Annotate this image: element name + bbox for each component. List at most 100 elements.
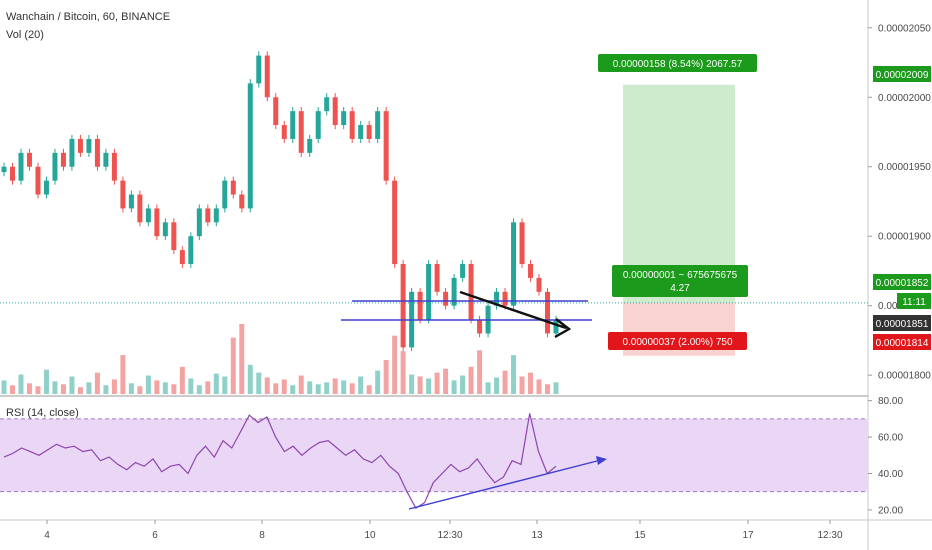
time-axis-ticks[interactable]: 4 6 8 10 12:30 13 15 17 12:30 — [44, 520, 843, 541]
volume-bar — [128, 383, 134, 394]
volume-bar — [213, 373, 219, 394]
candle — [315, 107, 321, 144]
profit-label[interactable]: 0.00000158 (8.54%) 2067.57 — [598, 54, 757, 72]
volume-bar — [273, 383, 279, 394]
volume-bar — [451, 380, 457, 394]
volume-bar — [332, 378, 338, 394]
candle — [9, 162, 15, 185]
volume-bar — [553, 382, 559, 394]
volume-bar — [35, 386, 41, 394]
cursor-price-text: 0.00001851 — [876, 319, 929, 330]
candle — [468, 260, 474, 324]
entry-label[interactable]: 0.00000001 ~ 675675675 4.27 — [612, 265, 748, 297]
volume-bar — [9, 385, 15, 394]
rsi-legend[interactable]: RSI (14, close) — [6, 407, 79, 419]
volume-bar — [230, 337, 236, 394]
volume-bar — [460, 375, 466, 394]
time-tick-label: 4 — [44, 530, 50, 541]
candle — [60, 148, 66, 171]
price-tick-label: 0.00001950 — [878, 162, 931, 173]
candle — [154, 204, 160, 241]
volume-bar — [154, 380, 160, 394]
candle — [94, 134, 100, 171]
target-price-tag: 0.00002009 — [873, 66, 931, 82]
volume-bar — [383, 359, 389, 394]
volume-bar — [60, 384, 66, 394]
volume-bar — [417, 376, 423, 394]
volume-bar — [111, 379, 117, 394]
volume-bar — [536, 379, 542, 394]
candle — [417, 287, 423, 324]
candle — [324, 93, 330, 116]
rsi-tick-label: 20.00 — [878, 505, 903, 516]
loss-label[interactable]: 0.00000037 (2.00%) 750 — [608, 332, 747, 350]
candle — [494, 287, 500, 310]
time-tick-label: 13 — [531, 530, 543, 541]
candle — [443, 287, 449, 310]
candle — [162, 218, 168, 241]
volume-bar — [341, 380, 347, 394]
volume-bar — [315, 384, 321, 394]
candle — [213, 204, 219, 227]
candle — [103, 148, 109, 171]
price-tick-label: 0.00001900 — [878, 232, 931, 243]
stop-price-tag: 0.00001814 — [873, 334, 931, 350]
volume-bar — [468, 366, 474, 394]
candle — [536, 273, 542, 296]
candle — [179, 246, 185, 268]
candle — [137, 190, 143, 227]
time-tick-label: 17 — [742, 530, 754, 541]
volume-bar — [375, 370, 381, 394]
volume-bar — [307, 381, 313, 394]
candle — [239, 190, 245, 213]
volume-legend[interactable]: Vol (20) — [6, 29, 44, 41]
volume-bar — [171, 384, 177, 394]
candle — [375, 107, 381, 144]
volume-bar — [392, 335, 398, 394]
rsi-line — [3, 413, 557, 509]
volume-bar — [409, 374, 415, 394]
candle — [545, 287, 551, 338]
candle — [128, 190, 134, 213]
candle — [502, 287, 508, 310]
cursor-price-tag: 0.00001851 — [873, 315, 931, 331]
rising-trend-arrowhead-icon — [596, 456, 607, 465]
candle — [528, 260, 534, 282]
volume-bar — [205, 381, 211, 394]
candle — [247, 79, 253, 213]
volume-bar — [349, 383, 355, 394]
volume-bar — [426, 378, 432, 394]
rsi-axis-ticks[interactable]: 80.00 60.00 40.00 20.00 — [868, 396, 903, 516]
downward-arrow[interactable] — [459, 290, 572, 339]
volume-bar — [358, 376, 364, 394]
volume-bar — [545, 384, 551, 394]
candle — [307, 134, 313, 157]
volume-bar — [366, 385, 372, 394]
candle — [188, 232, 194, 268]
candle — [511, 218, 517, 310]
time-tick-label: 6 — [152, 530, 158, 541]
candle — [222, 176, 228, 213]
rising-trend-line[interactable] — [408, 460, 598, 510]
profit-label-text: 0.00000158 (8.54%) 2067.57 — [613, 59, 743, 70]
candle — [358, 120, 364, 144]
symbol-legend[interactable]: Wanchain / Bitcoin, 60, BINANCE — [6, 11, 170, 23]
volume-bar — [324, 382, 330, 394]
volume-bar — [69, 376, 75, 394]
volume-bar — [519, 376, 525, 394]
volume-bar — [137, 386, 143, 394]
volume-bar — [511, 355, 517, 394]
candle — [77, 134, 83, 157]
candle — [451, 273, 457, 310]
volume-bar — [443, 368, 449, 394]
volume-bar — [222, 376, 228, 394]
volume-bar — [145, 375, 151, 394]
volume-bars — [1, 324, 559, 394]
candle — [264, 51, 270, 102]
countdown-tag: 11:11 — [897, 293, 931, 309]
volume-bar — [400, 351, 406, 394]
candle — [298, 107, 304, 157]
loss-label-text: 0.00000037 (2.00%) 750 — [622, 337, 733, 348]
candle — [341, 107, 347, 130]
